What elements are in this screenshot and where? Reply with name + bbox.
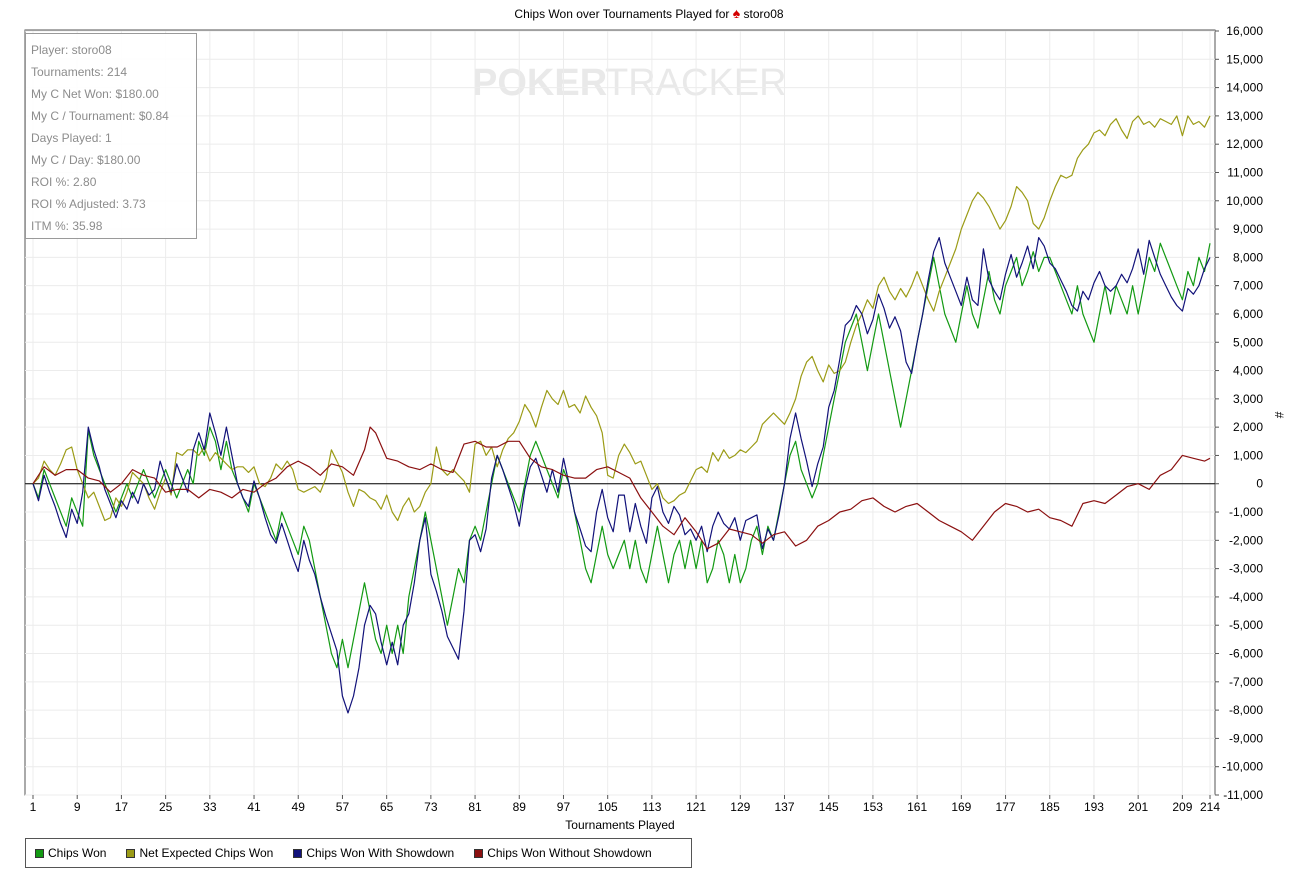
x-tick-label: 65 (380, 800, 394, 814)
watermark-text-1: POKER (472, 62, 607, 104)
x-axis: 1 9 17 25 33 41 49 57 65 73 81 89 97 105 113 121 129 137 1… (30, 795, 1220, 814)
series-line-4 (32, 426, 1211, 550)
x-tick-label: 153 (863, 800, 883, 814)
legend-label: Net Expected Chips Won (139, 846, 274, 860)
y-tick-label: 12,000 (1226, 137, 1263, 151)
stat-player: Player: storo08 (31, 43, 112, 57)
x-tick-label: 185 (1040, 800, 1060, 814)
y-tick-label: 15,000 (1226, 52, 1263, 66)
x-tick-label: 9 (74, 800, 81, 814)
legend-label: Chips Won With Showdown (306, 846, 455, 860)
stat-tournaments: Tournaments: 214 (31, 65, 128, 79)
y-tick-label: -8,000 (1229, 703, 1263, 717)
stats-panel: Player: storo08 Tournaments: 214 My C Ne… (25, 33, 197, 239)
x-tick-label: 1 (30, 800, 37, 814)
stat-per-tournament: My C / Tournament: $0.84 (31, 109, 169, 123)
y-tick-label: -10,000 (1222, 760, 1263, 774)
y-tick-label: -2,000 (1229, 533, 1263, 547)
x-tick-label: 57 (336, 800, 350, 814)
y-tick-label: -9,000 (1229, 731, 1263, 745)
y-tick-label: 2,000 (1233, 420, 1263, 434)
y-tick-label: -7,000 (1229, 675, 1263, 689)
y-tick-label: 10,000 (1226, 194, 1263, 208)
y-tick-label: -1,000 (1229, 505, 1263, 519)
y-tick-label: 4,000 (1233, 364, 1263, 378)
x-tick-label: 161 (907, 800, 927, 814)
x-tick-label: 209 (1172, 800, 1192, 814)
y-tick-label: -4,000 (1229, 590, 1263, 604)
y-axis: 16,000 15,000 14,000 13,000 12,000 11,000 10,0… (1215, 24, 1263, 802)
y-tick-label: 0 (1256, 477, 1263, 491)
x-tick-label: 129 (730, 800, 750, 814)
y-tick-label: 14,000 (1226, 81, 1263, 95)
x-tick-label: 193 (1084, 800, 1104, 814)
spade-icon: ♠ (732, 5, 741, 21)
stat-roi: ROI %: 2.80 (31, 175, 97, 189)
stat-roi-adjusted: ROI % Adjusted: 3.73 (31, 197, 146, 211)
x-axis-label: Tournaments Played (565, 818, 674, 832)
x-tick-label: 81 (468, 800, 482, 814)
legend-item-without-showdown[interactable]: Chips Won Without Showdown (474, 846, 652, 860)
y-tick-label: -3,000 (1229, 562, 1263, 576)
x-tick-label: 145 (819, 800, 839, 814)
y-tick-label: 16,000 (1226, 24, 1263, 38)
x-tick-label: 41 (247, 800, 261, 814)
chart-title: Chips Won over Tournaments Played for ♠ … (0, 5, 1298, 21)
x-tick-label: 121 (686, 800, 706, 814)
x-tick-label: 177 (996, 800, 1016, 814)
plot-area (24, 29, 1216, 796)
x-tick-label: 105 (598, 800, 618, 814)
y-tick-label: 9,000 (1233, 222, 1263, 236)
legend-swatch (474, 848, 484, 858)
stat-per-day: My C / Day: $180.00 (31, 153, 141, 167)
y-tick-label: 1,000 (1233, 448, 1263, 462)
stat-itm: ITM %: 35.98 (31, 219, 103, 233)
x-tick-label: 25 (159, 800, 173, 814)
x-tick-label: 17 (115, 800, 129, 814)
y-tick-label: 13,000 (1226, 109, 1263, 123)
stat-days-played: Days Played: 1 (31, 131, 112, 145)
x-tick-label: 137 (774, 800, 794, 814)
legend-item-with-showdown[interactable]: Chips Won With Showdown (293, 846, 454, 860)
legend-swatch (126, 848, 136, 858)
x-tick-label: 214 (1200, 800, 1220, 814)
chart-legend: Chips Won Net Expected Chips Won Chips W… (25, 838, 692, 868)
y-tick-label: 3,000 (1233, 392, 1263, 406)
legend-swatch (293, 848, 303, 858)
legend-item-chips-won[interactable]: Chips Won (35, 846, 106, 860)
y-tick-label: 8,000 (1233, 250, 1263, 264)
y-tick-label: -5,000 (1229, 618, 1263, 632)
x-tick-label: 97 (557, 800, 571, 814)
x-tick-label: 73 (424, 800, 438, 814)
legend-item-net-expected[interactable]: Net Expected Chips Won (126, 846, 273, 860)
chart-title-player: storo08 (743, 7, 784, 21)
legend-label: Chips Won Without Showdown (487, 846, 652, 860)
x-tick-label: 113 (642, 800, 661, 814)
y-tick-label: 7,000 (1233, 279, 1263, 293)
x-tick-label: 33 (203, 800, 217, 814)
series-line-2 (32, 115, 1211, 522)
y-tick-label: 5,000 (1233, 335, 1263, 349)
x-tick-label: 201 (1128, 800, 1148, 814)
series-line-3 (32, 237, 1211, 714)
legend-swatch (35, 848, 44, 858)
legend-label: Chips Won (48, 846, 107, 860)
x-tick-label: 169 (951, 800, 971, 814)
y-axis-label: # (1272, 412, 1286, 419)
y-tick-label: 11,000 (1227, 165, 1263, 179)
x-tick-label: 49 (292, 800, 306, 814)
y-tick-label: -6,000 (1229, 647, 1263, 661)
chart-title-text: Chips Won over Tournaments Played for (514, 7, 730, 21)
stat-net-won: My C Net Won: $180.00 (31, 87, 159, 101)
series-layer (32, 115, 1211, 714)
y-tick-label: -11,000 (1223, 788, 1263, 802)
y-tick-label: 6,000 (1233, 307, 1263, 321)
x-tick-label: 89 (513, 800, 527, 814)
